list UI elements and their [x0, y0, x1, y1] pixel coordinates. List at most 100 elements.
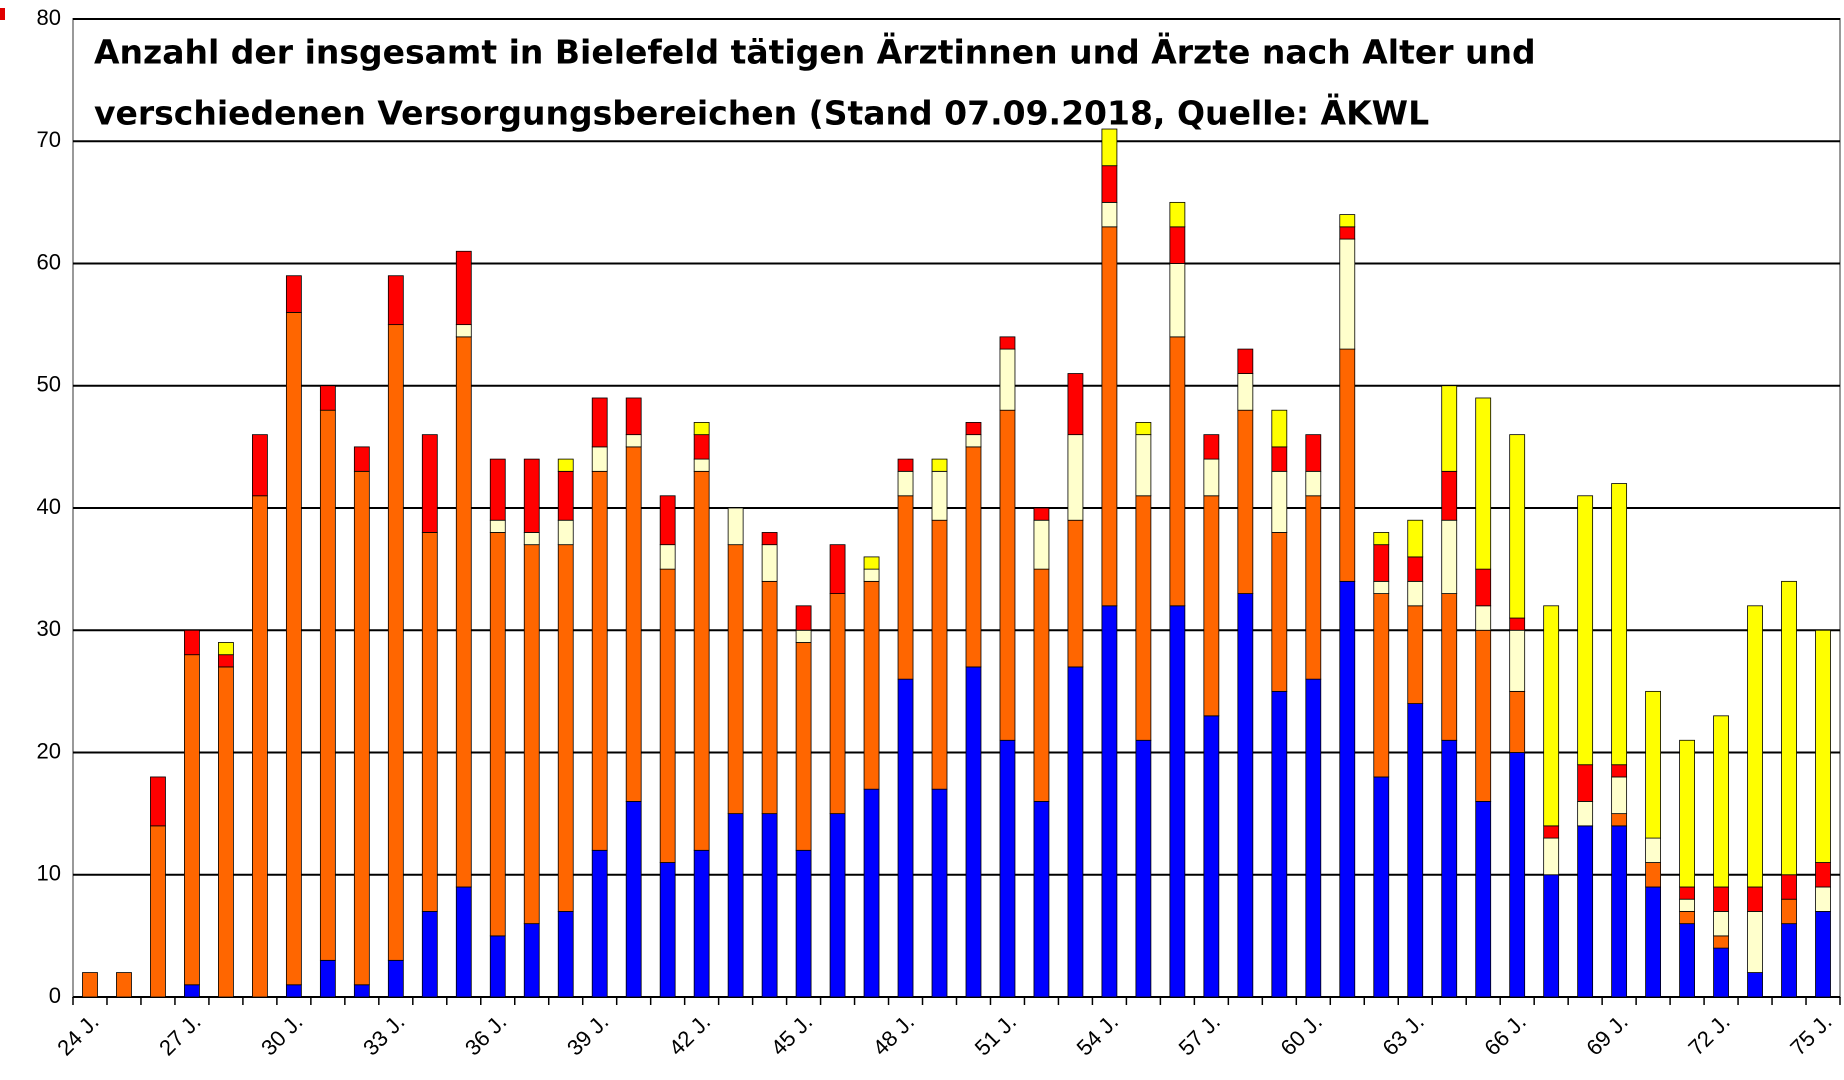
- bar-segment: [285, 275, 302, 313]
- bar-segment: [1305, 434, 1322, 472]
- bar-segment: [1441, 739, 1458, 998]
- bar-segment: [1339, 226, 1356, 240]
- bar-segment: [387, 959, 404, 998]
- bar-segment: [285, 311, 302, 986]
- bar-segment: [727, 544, 744, 815]
- bar-segment: [353, 984, 370, 998]
- bar-segment: [1543, 605, 1560, 827]
- bar-segment: [1339, 348, 1356, 582]
- bar-segment: [693, 458, 710, 472]
- bar-segment: [184, 629, 200, 656]
- bar-segment: [523, 532, 540, 546]
- bar-segment: [1407, 580, 1424, 607]
- x-tick-label: 48 J.: [868, 1009, 919, 1060]
- bar-segment: [1101, 226, 1118, 607]
- bar-segment: [251, 495, 268, 998]
- bar-segment: [1101, 201, 1118, 228]
- y-tick-label: 50: [37, 372, 61, 397]
- bar-segment: [659, 862, 676, 998]
- bar-segment: [1577, 801, 1594, 827]
- bar-segment: [1271, 690, 1288, 998]
- bar-segment: [1441, 385, 1458, 472]
- bar-segment: [965, 446, 982, 668]
- bar-segment: [863, 788, 880, 998]
- bar-segment: [184, 654, 200, 986]
- x-tick-label: 45 J.: [766, 1009, 817, 1060]
- bar-segment: [218, 666, 234, 998]
- bar-segment: [999, 336, 1016, 350]
- x-tick-label: 63 J.: [1377, 1009, 1428, 1060]
- bar-segment: [1713, 886, 1729, 912]
- y-tick-label: 0: [49, 983, 61, 1008]
- bar-segment: [489, 519, 506, 533]
- bar-segment: [1781, 874, 1797, 900]
- x-tick-label: 39 J.: [562, 1009, 613, 1060]
- bar-segment: [218, 654, 234, 668]
- bar-segment: [1373, 544, 1390, 582]
- y-tick-label: 20: [37, 738, 61, 763]
- bar-segment: [829, 593, 846, 815]
- bar-segment: [1305, 678, 1322, 998]
- bar-segment: [1441, 519, 1458, 594]
- bar-segment: [1169, 201, 1186, 228]
- bar-segment: [1067, 434, 1084, 521]
- y-tick-label: 80: [37, 5, 61, 30]
- bar-segment: [761, 544, 778, 582]
- bar-segment: [1679, 886, 1695, 900]
- bar-segment: [1339, 214, 1356, 228]
- bar-segment: [150, 776, 166, 827]
- corner-mark: [0, 8, 5, 20]
- bar-segment: [218, 642, 234, 656]
- bar-segment: [353, 470, 370, 986]
- y-tick-label: 70: [37, 127, 61, 152]
- bar-segment: [1373, 532, 1390, 546]
- bar-segment: [761, 813, 778, 998]
- y-tick-label: 10: [37, 861, 61, 886]
- bar-segment: [931, 788, 948, 998]
- bar-segment: [897, 495, 914, 680]
- bar-segment: [999, 348, 1016, 411]
- bar-segment: [1577, 764, 1594, 802]
- bar-segment: [421, 911, 438, 998]
- bar-segment: [1781, 923, 1797, 998]
- bar-segment: [965, 422, 982, 436]
- bar-segment: [1713, 947, 1729, 998]
- bar-segment: [1339, 238, 1356, 350]
- bar-segment: [353, 446, 370, 472]
- bar-segment: [863, 556, 880, 570]
- x-tick-label: 24 J.: [52, 1009, 103, 1060]
- bar-segment: [1237, 409, 1254, 594]
- bar-segment: [1407, 703, 1424, 998]
- bar-segment: [727, 507, 744, 546]
- bar-segment: [455, 886, 472, 998]
- bar-segment: [1679, 898, 1695, 912]
- bar-segment: [897, 458, 914, 472]
- bar-segment: [1713, 911, 1729, 937]
- bar-segment: [1339, 580, 1356, 998]
- bar-segment: [387, 275, 404, 326]
- bar-segment: [1271, 532, 1288, 692]
- bar-segment: [1203, 458, 1220, 497]
- bar-segment: [1475, 801, 1492, 998]
- bar-segment: [489, 458, 506, 521]
- bar-segment: [557, 458, 574, 472]
- bar-segment: [931, 519, 948, 790]
- bar-segment: [1713, 715, 1729, 888]
- bar-segment: [897, 678, 914, 998]
- bar-segment: [1203, 495, 1220, 717]
- bar-segment: [625, 446, 642, 802]
- bar-segment: [1611, 776, 1628, 815]
- bar-segment: [1373, 593, 1390, 778]
- bar-segment: [1407, 519, 1424, 558]
- y-tick-label: 60: [37, 249, 61, 274]
- bar-segment: [659, 544, 676, 570]
- bar-segment: [1203, 715, 1220, 998]
- bar-segment: [965, 666, 982, 998]
- bar-segment: [1101, 605, 1118, 998]
- bar-segment: [319, 409, 336, 961]
- bar-segment: [1543, 825, 1560, 839]
- bar-segment: [829, 813, 846, 998]
- bar-segment: [1747, 886, 1763, 912]
- bar-segment: [693, 434, 710, 460]
- bar-segment: [523, 458, 540, 533]
